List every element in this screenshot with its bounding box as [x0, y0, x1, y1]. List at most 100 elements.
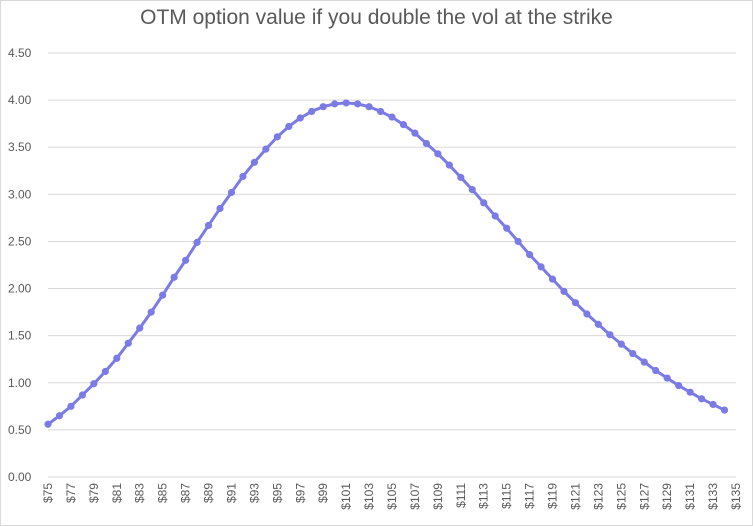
data-point	[629, 349, 637, 358]
data-point	[709, 400, 717, 409]
x-tick-label: $113	[477, 483, 491, 509]
x-tick-label: $123	[591, 483, 605, 510]
x-tick-label: $129	[660, 483, 674, 510]
x-tick-label: $91	[224, 483, 238, 503]
x-tick-label: $107	[408, 483, 422, 510]
data-point	[331, 100, 339, 108]
y-tick-label: 2.00	[8, 282, 32, 296]
x-tick-label: $131	[683, 483, 697, 510]
x-tick-label: $109	[431, 483, 445, 510]
data-point	[354, 100, 362, 108]
data-point	[640, 358, 648, 366]
data-point	[365, 103, 373, 111]
y-tick-label: 4.50	[8, 46, 32, 60]
x-tick-label: $77	[64, 483, 78, 503]
data-point	[67, 402, 75, 410]
data-point	[526, 251, 534, 259]
x-tick-label: $105	[385, 483, 399, 510]
data-point	[399, 121, 408, 129]
data-point	[296, 114, 304, 122]
y-tick-label: 0.00	[8, 470, 32, 484]
data-point	[308, 107, 316, 116]
data-point	[101, 367, 109, 376]
chart-title: OTM option value if you double the vol a…	[140, 6, 613, 29]
data-point	[262, 145, 270, 153]
x-tick-label: $95	[270, 483, 284, 503]
x-tick-label: $115	[500, 483, 514, 509]
data-point	[468, 186, 476, 194]
x-tick-label: $93	[247, 483, 261, 503]
x-tick-label: $75	[41, 483, 55, 503]
data-point	[78, 391, 86, 399]
data-point	[285, 122, 293, 131]
data-point	[686, 388, 694, 396]
data-point	[652, 366, 660, 375]
data-point	[422, 139, 430, 148]
x-tick-label: $83	[133, 483, 147, 503]
data-point	[503, 224, 511, 232]
y-tick-label: 1.00	[8, 376, 32, 390]
data-point	[663, 374, 671, 382]
data-point	[204, 221, 213, 230]
data-point	[606, 331, 614, 339]
x-tick-label: $81	[110, 483, 124, 503]
data-point	[136, 324, 144, 332]
x-tick-label: $117	[523, 483, 537, 509]
y-tick-label: 3.50	[8, 140, 32, 154]
data-point	[445, 161, 453, 169]
data-point	[55, 412, 64, 420]
data-point	[227, 188, 236, 197]
x-tick-label: $121	[568, 483, 582, 510]
x-tick-label: $87	[179, 483, 193, 503]
y-tick-label: 3.00	[8, 187, 32, 201]
y-tick-label: 0.50	[8, 423, 32, 437]
x-tick-label: $85	[156, 483, 170, 503]
data-point	[159, 291, 167, 299]
y-tick-label: 2.50	[8, 234, 32, 248]
data-point	[698, 395, 706, 403]
x-tick-label: $125	[614, 483, 628, 510]
data-point	[720, 406, 729, 414]
data-point	[90, 380, 98, 388]
data-point	[560, 287, 568, 295]
x-tick-label: $97	[293, 483, 307, 503]
data-point	[239, 172, 247, 181]
data-point	[514, 237, 522, 246]
data-point	[193, 238, 201, 246]
data-point	[571, 299, 580, 307]
data-point	[250, 158, 258, 166]
x-tick-label: $79	[87, 483, 101, 503]
data-point	[583, 310, 591, 318]
x-tick-label: $119	[546, 483, 560, 509]
data-point	[170, 273, 178, 281]
data-point	[44, 420, 52, 428]
y-tick-label: 4.00	[8, 93, 32, 107]
x-tick-label: $127	[637, 483, 651, 510]
x-tick-label: $89	[202, 483, 216, 503]
data-point	[342, 99, 350, 107]
data-point	[548, 275, 557, 283]
data-point	[273, 133, 281, 141]
data-point	[480, 199, 488, 207]
data-point	[617, 340, 625, 348]
data-point	[113, 354, 121, 362]
data-point	[182, 256, 190, 264]
data-point	[434, 150, 442, 158]
y-tick-label: 1.50	[8, 329, 32, 343]
x-tick-label: $103	[362, 483, 376, 510]
data-point	[491, 212, 499, 220]
x-tick-label: $135	[729, 483, 743, 510]
data-point	[594, 320, 603, 328]
data-point	[319, 103, 327, 111]
data-point	[388, 113, 396, 121]
x-tick-label: $101	[339, 483, 353, 510]
data-point	[124, 339, 132, 347]
x-tick-label: $133	[706, 483, 720, 510]
x-tick-label: $111	[454, 483, 468, 508]
x-tick-label: $99	[316, 483, 330, 503]
data-point	[216, 204, 224, 213]
data-point	[411, 129, 419, 137]
data-point	[376, 107, 385, 116]
